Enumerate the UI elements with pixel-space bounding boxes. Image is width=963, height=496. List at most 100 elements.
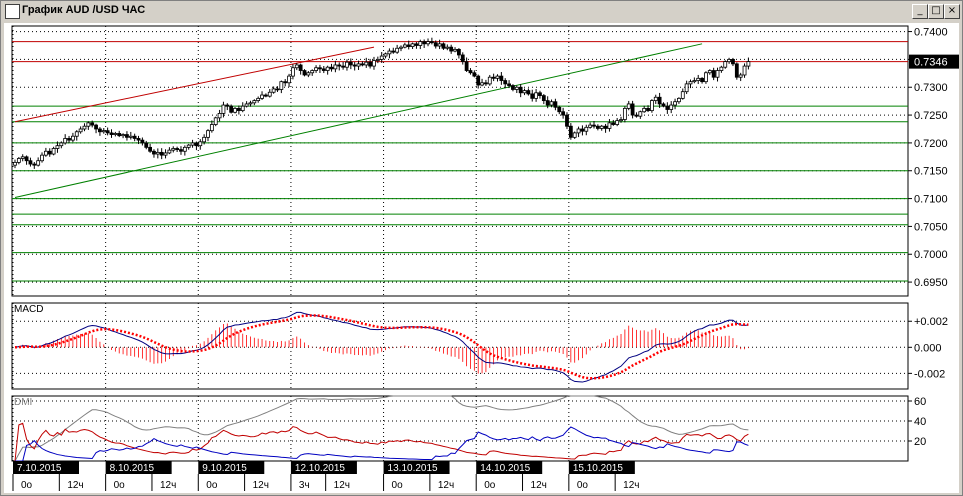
candle-body: [530, 93, 535, 99]
candle-body: [67, 138, 71, 141]
candle-body: [410, 43, 415, 47]
hour-label: 12ч: [67, 480, 83, 491]
candle-body: [321, 68, 326, 71]
candle-body: [684, 83, 689, 93]
close-button[interactable]: ×: [944, 4, 960, 19]
date-label-box: [383, 461, 450, 474]
candle-body: [715, 70, 720, 78]
candle-body: [545, 100, 550, 106]
candle-body: [491, 76, 496, 79]
candle-body: [692, 80, 697, 83]
candle-body: [642, 107, 647, 113]
price-tick-label: 0.6950: [914, 277, 948, 289]
candle-body: [63, 138, 68, 144]
candle-body: [51, 148, 56, 155]
dmi-adx-line: [14, 395, 749, 462]
candle-body: [669, 104, 674, 110]
candle-body: [202, 136, 207, 143]
candle-body: [159, 151, 164, 156]
candle-body: [275, 88, 280, 91]
candle-body: [179, 149, 183, 152]
candle-body: [588, 124, 593, 128]
candle-body: [171, 148, 176, 151]
candle-body: [418, 41, 423, 46]
candle-body: [248, 102, 253, 105]
dmi-tick-label: 40: [914, 416, 926, 428]
candle-body: [383, 53, 388, 57]
candle-body: [634, 114, 639, 117]
candle-body: [595, 125, 600, 129]
candle-body: [391, 50, 396, 53]
candle-body: [82, 125, 87, 130]
candle-body: [565, 114, 569, 127]
date-label: 8.10.2015: [110, 463, 155, 474]
candle-body: [456, 48, 461, 56]
date-label-box: [568, 461, 635, 474]
current-price-label: 0.7346: [914, 57, 948, 69]
candle-body: [538, 92, 542, 96]
macd-pane-frame: [11, 302, 909, 390]
hour-label: 0o: [21, 480, 33, 491]
candle-body: [522, 90, 527, 94]
date-label-box: [13, 461, 79, 474]
candle-body: [364, 61, 369, 66]
candle-body: [534, 92, 538, 99]
candle-body: [422, 41, 427, 45]
candle-body: [329, 66, 334, 70]
hour-label: 0o: [206, 480, 218, 491]
macd-signal-line: [14, 314, 749, 380]
candle-body: [190, 142, 195, 146]
candle-body: [615, 120, 620, 125]
hour-label: 0o: [114, 480, 126, 491]
candle-body: [140, 139, 145, 144]
candle-body: [460, 54, 465, 63]
candle-body: [36, 160, 41, 166]
candle-body: [499, 75, 504, 81]
candle-body: [723, 61, 728, 68]
candle-body: [727, 59, 731, 63]
candle-body: [43, 150, 48, 156]
macd-line: [14, 311, 749, 383]
candle-body: [468, 70, 473, 74]
candle-body: [182, 146, 187, 152]
price-levels: [12, 41, 908, 282]
dmi-minus-di-line: [15, 426, 749, 462]
candle-body: [198, 141, 203, 147]
candle-body: [306, 72, 311, 76]
price-pane-frame: [11, 25, 909, 297]
candle-body: [20, 156, 25, 159]
candle-body: [511, 85, 515, 90]
candle-body: [121, 134, 125, 137]
candle-body: [402, 44, 407, 48]
candle-body: [155, 151, 160, 155]
candle-body: [514, 86, 519, 90]
candle-body: [333, 64, 338, 70]
candle-body: [186, 144, 191, 148]
maximize-button[interactable]: □: [928, 4, 944, 19]
candle-body: [375, 59, 380, 61]
candle-body: [368, 61, 373, 67]
title-bar[interactable]: График AUD /USD ЧАС _ □ ×: [2, 2, 961, 20]
price-tick-label: 0.7250: [914, 110, 948, 122]
candle-body: [294, 64, 299, 69]
candle-body: [704, 72, 708, 83]
candle-body: [453, 48, 457, 52]
chart-canvas[interactable]: 0.74000.73500.73000.72500.72000.71500.71…: [4, 23, 959, 493]
candle-body: [144, 142, 149, 148]
candle-body: [221, 104, 226, 114]
candle-body: [464, 61, 469, 71]
dmi-tick-label: 60: [914, 396, 926, 408]
candle-body: [619, 119, 623, 122]
candle-body: [260, 94, 264, 99]
minimize-button[interactable]: _: [912, 4, 928, 19]
hour-label: 12ч: [438, 480, 454, 491]
candle-body: [742, 65, 747, 76]
candle-body: [109, 132, 114, 135]
candle-body: [86, 122, 91, 127]
candle-body: [673, 101, 677, 106]
price-candles[interactable]: [13, 37, 751, 169]
macd-pane: MACD +0.002 0.000 -0.002: [11, 302, 948, 390]
hour-label: 0o: [577, 480, 589, 491]
candle-body: [194, 142, 199, 147]
